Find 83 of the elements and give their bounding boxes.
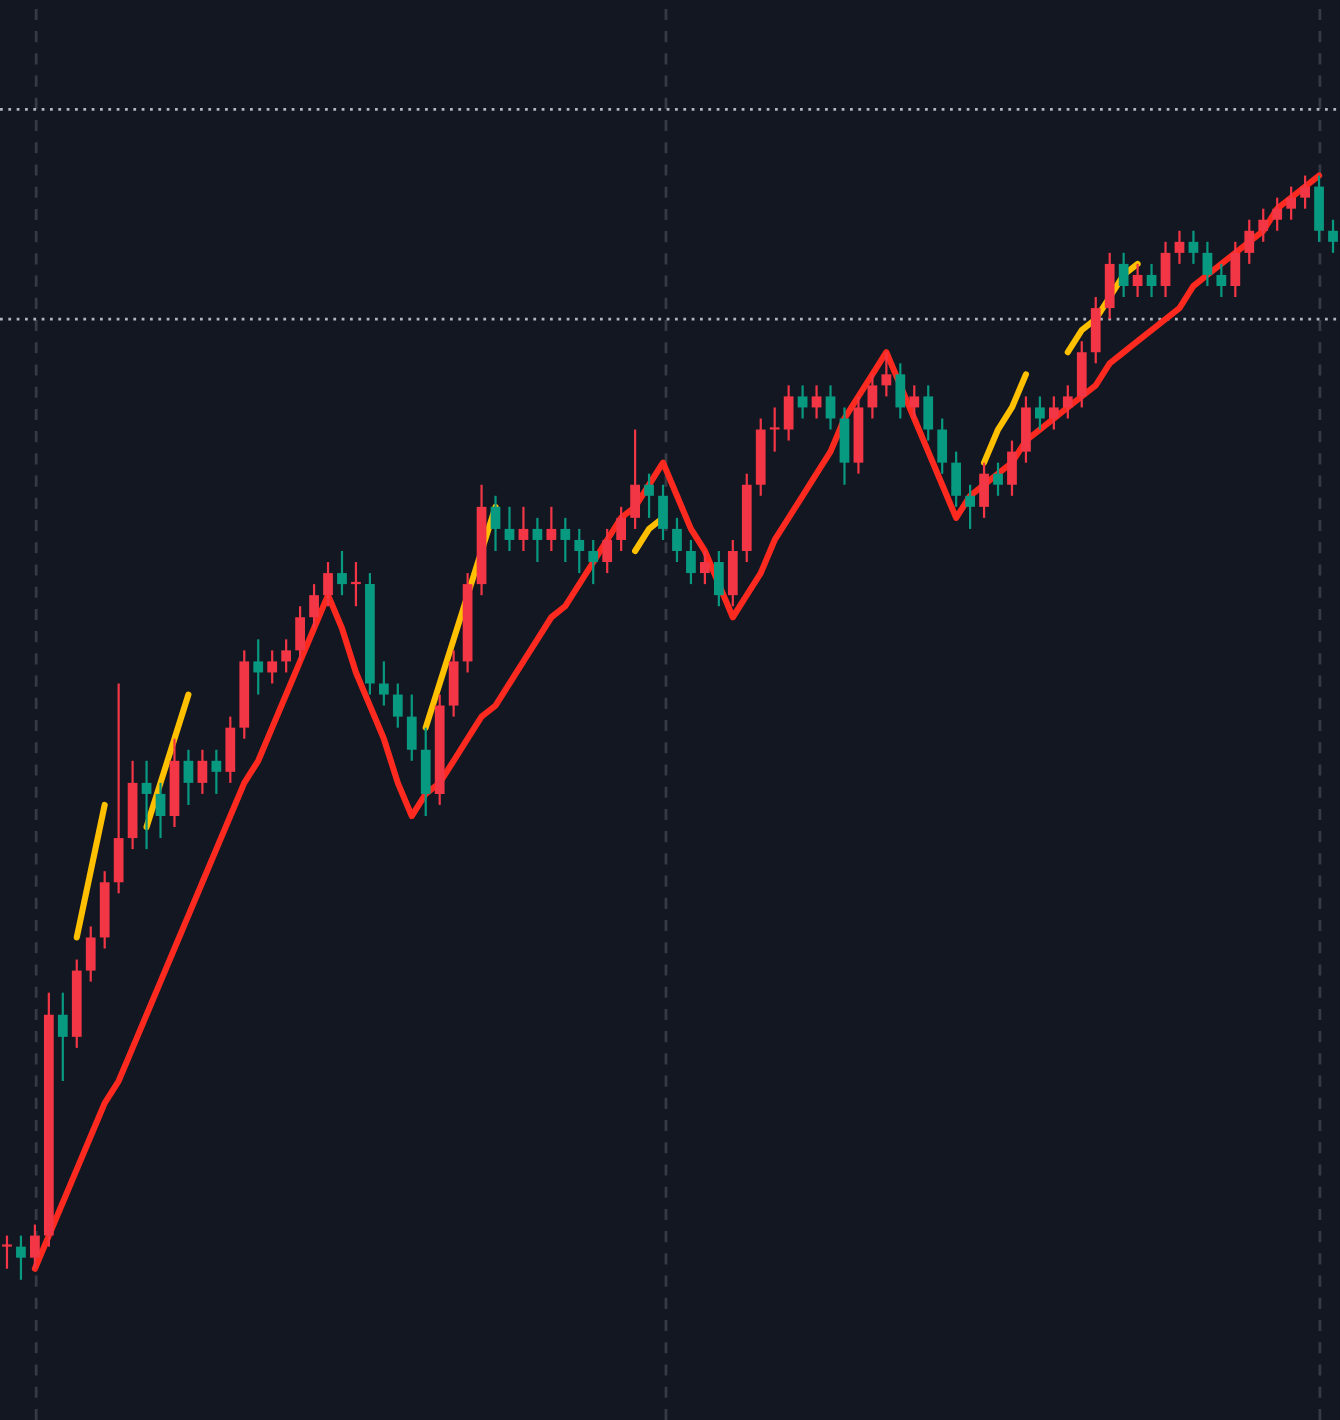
candlestick — [351, 560, 361, 608]
candlestick — [406, 693, 417, 762]
candlestick — [839, 406, 850, 486]
candlestick — [1272, 196, 1283, 232]
candlestick — [253, 638, 264, 696]
candlestick — [85, 925, 96, 983]
candlestick — [183, 748, 194, 807]
candlestick — [574, 527, 585, 575]
candlestick — [1258, 207, 1269, 243]
candlestick — [993, 461, 1003, 497]
candlestick — [630, 428, 640, 531]
candlestick — [560, 516, 571, 564]
candlestick — [197, 748, 208, 796]
candlestick — [1328, 218, 1338, 254]
candlestick — [895, 362, 906, 420]
candlestick — [448, 649, 459, 718]
candlestick — [281, 638, 292, 674]
candlestick — [658, 483, 668, 542]
candlestick — [979, 461, 989, 519]
candlestick — [1230, 240, 1241, 299]
candlestick — [783, 384, 794, 442]
candlestick — [1202, 240, 1213, 288]
candlestick — [1286, 185, 1297, 221]
candlestick — [811, 384, 822, 420]
candlestick — [1118, 251, 1129, 299]
candlestick — [713, 549, 724, 608]
candlestick — [295, 605, 305, 663]
candlestick — [951, 450, 962, 508]
candlestick — [1300, 174, 1310, 210]
candlestick — [686, 538, 696, 586]
candlestick — [504, 505, 515, 553]
candlestick — [1146, 262, 1157, 299]
candlestick — [323, 560, 333, 608]
candlestick — [1007, 439, 1017, 497]
candlestick — [867, 373, 878, 420]
candlestick — [1244, 218, 1255, 266]
candlestick — [2, 1234, 12, 1270]
candlestick — [602, 527, 613, 575]
candlestick — [392, 682, 403, 729]
candlestick — [1104, 251, 1115, 321]
candlestick — [1090, 295, 1101, 365]
candlestick — [16, 1234, 26, 1281]
candlestick — [881, 351, 892, 398]
candlestick — [700, 549, 710, 586]
candlestick — [825, 384, 836, 431]
candlestick — [113, 682, 124, 895]
candlestick — [267, 649, 278, 685]
candlestick — [1174, 229, 1185, 266]
candlestick — [909, 384, 920, 420]
candlestick — [57, 991, 68, 1083]
candlestick — [937, 417, 948, 475]
candlestick — [532, 516, 543, 564]
candlestick — [141, 759, 152, 851]
candlestick — [1188, 229, 1199, 266]
candlestick — [30, 1223, 40, 1270]
candlestick — [337, 549, 347, 597]
candlestick — [1035, 395, 1045, 431]
candlestick — [1021, 395, 1031, 464]
candlestick — [797, 384, 808, 420]
candlestick — [644, 472, 654, 519]
candlestick — [588, 538, 599, 586]
candlestick — [1314, 174, 1324, 243]
candlestick — [309, 583, 319, 630]
candlestick — [378, 660, 389, 707]
candlestick — [923, 384, 934, 442]
candlestick — [1062, 384, 1073, 420]
candlestick — [1160, 240, 1171, 299]
candlestick — [546, 505, 557, 553]
candlestick — [420, 726, 431, 818]
candlestick — [672, 516, 682, 564]
candlestick — [518, 505, 529, 553]
candlestick — [965, 483, 975, 531]
candlestick — [1076, 340, 1087, 409]
candlestick — [1132, 262, 1143, 299]
candlestick — [616, 505, 627, 553]
candlestick — [211, 748, 222, 796]
candlestick — [1216, 262, 1227, 299]
candlestick — [225, 715, 236, 784]
candlestick — [490, 494, 501, 553]
candlestick — [155, 781, 166, 840]
candlestick — [1048, 395, 1059, 431]
candlestick — [769, 406, 780, 453]
candlestick — [727, 538, 738, 608]
